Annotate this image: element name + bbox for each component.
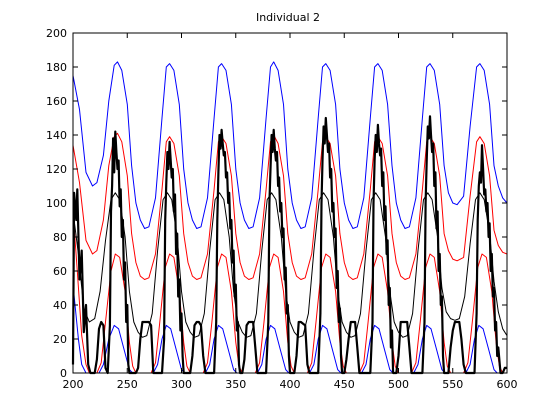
x-tick-label-500: 500 [388,378,409,391]
series-line-5 [72,192,508,338]
x-tick-label-250: 250 [117,378,138,391]
y-tick-label-200: 200 [46,27,67,40]
y-tick-label-80: 80 [53,231,67,244]
chart-title: Individual 2 [256,11,320,24]
y-tick-label-160: 160 [46,95,67,108]
y-tick-label-20: 20 [53,333,67,346]
y-tick-label-0: 0 [60,367,67,380]
x-tick-label-200: 200 [63,378,84,391]
x-axis-ticks: 200 250 300 350 400 450 500 550 600 [63,33,518,391]
y-tick-label-180: 180 [46,61,67,74]
x-tick-label-350: 350 [225,378,246,391]
x-tick-label-400: 400 [280,378,301,391]
y-tick-label-120: 120 [46,163,67,176]
y-tick-label-140: 140 [46,129,67,142]
y-axis-ticks: 0 20 40 60 80 100 120 140 160 180 200 [46,27,507,380]
series-line-1 [72,61,508,229]
series-layer [71,61,508,375]
y-tick-label-100: 100 [46,197,67,210]
y-tick-label-60: 60 [53,265,67,278]
series-line-6 [71,115,507,375]
x-tick-label-300: 300 [171,378,192,391]
x-tick-label-600: 600 [497,378,518,391]
series-line-3 [72,132,508,280]
x-tick-label-550: 550 [442,378,463,391]
y-tick-label-40: 40 [53,299,67,312]
x-tick-label-450: 450 [334,378,355,391]
